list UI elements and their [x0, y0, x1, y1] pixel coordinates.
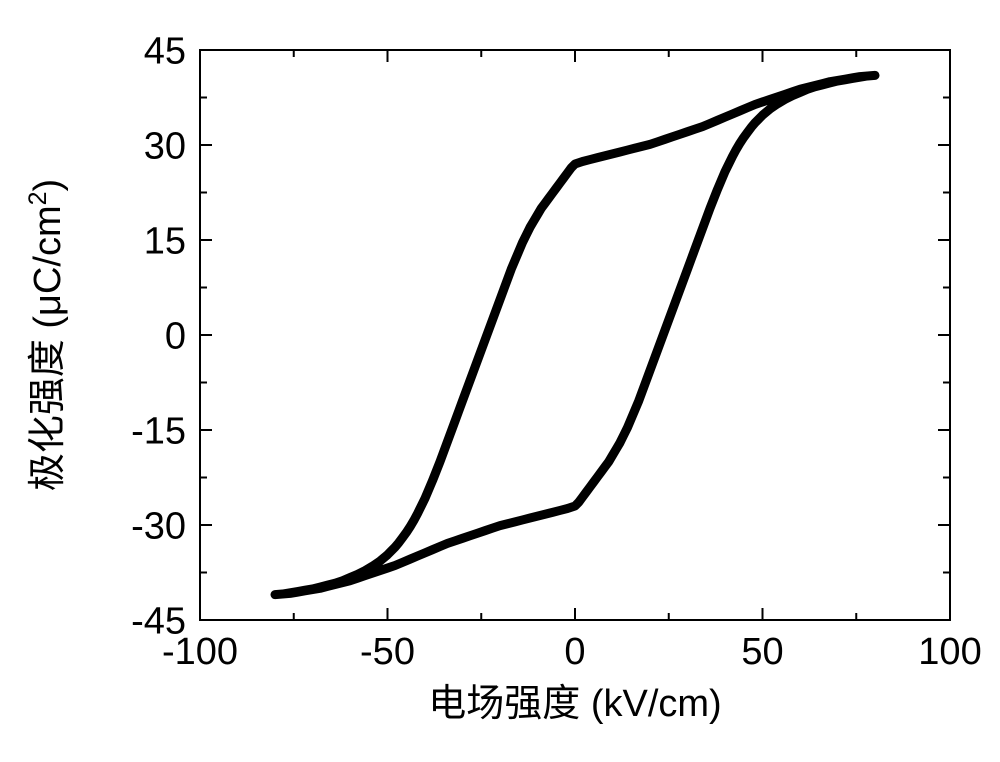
x-axis-title: 电场强度 (kV/cm) [428, 683, 721, 725]
y-tick-label: 0 [165, 315, 186, 357]
y-tick-label: 45 [144, 30, 186, 72]
y-tick-label: 30 [144, 125, 186, 167]
y-axis-title: 极化强度 (μC/cm2) [24, 179, 69, 491]
hysteresis-chart: -100-50050100-45-30-150153045电场强度 (kV/cm… [0, 0, 1000, 762]
y-tick-label: -45 [131, 600, 186, 642]
x-tick-label: 100 [918, 631, 981, 673]
y-tick-label: -15 [131, 410, 186, 452]
x-tick-label: -50 [360, 631, 415, 673]
chart-container: -100-50050100-45-30-150153045电场强度 (kV/cm… [0, 0, 1000, 762]
x-tick-label: 50 [741, 631, 783, 673]
chart-background [0, 0, 1000, 762]
y-tick-label: 15 [144, 220, 186, 262]
y-tick-label: -30 [131, 505, 186, 547]
x-tick-label: 0 [564, 631, 585, 673]
